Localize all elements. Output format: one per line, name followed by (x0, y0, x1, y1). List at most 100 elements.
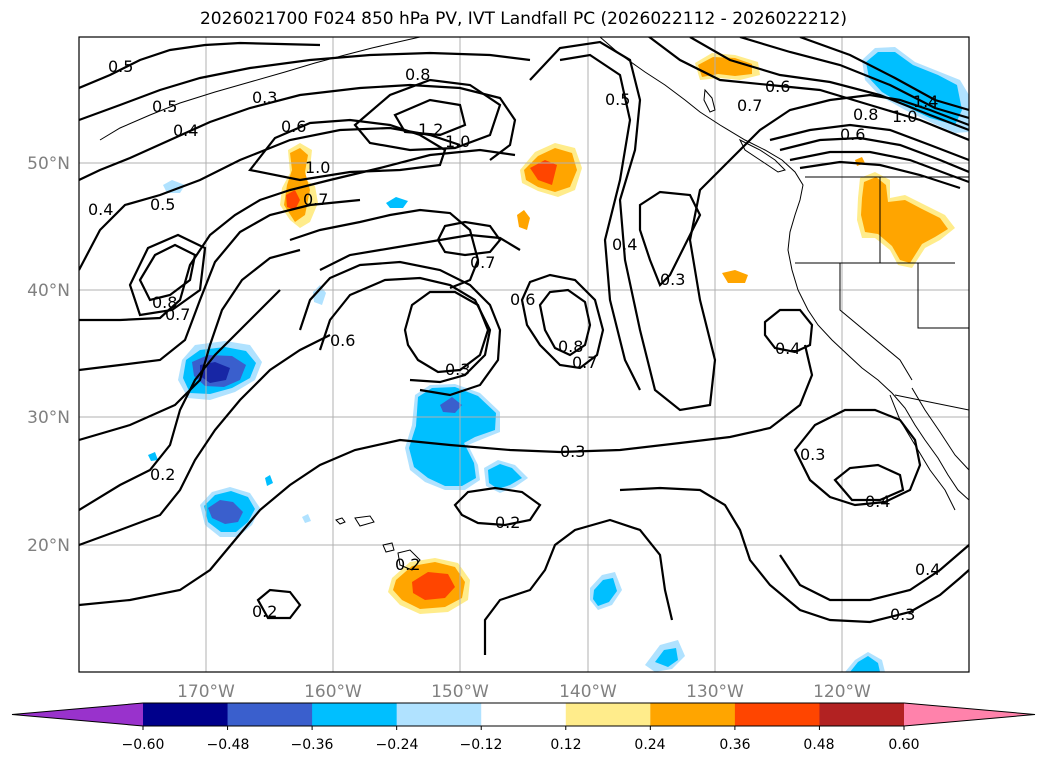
contour-label: 0.5 (605, 90, 630, 109)
contour-label: 0.6 (765, 77, 790, 96)
colorbar-tick-label: −0.60 (122, 737, 165, 753)
contour-label: 0.2 (395, 555, 420, 574)
positive-anomaly-area (530, 160, 557, 185)
baja-peninsula (889, 394, 956, 511)
contour-label: 1.2 (418, 120, 443, 139)
border-california-nevada (839, 263, 913, 381)
negative-anomaly-area (409, 387, 496, 486)
longitude-labels: 170°W 160°W 150°W 140°W 130°W 120°W (177, 682, 871, 702)
colorbar-tick-label: 0.12 (550, 737, 581, 753)
contour-label: 0.7 (572, 353, 597, 372)
colorbar-labels: −0.60 −0.48 −0.36 −0.24 −0.12 0.12 0.24 … (122, 737, 920, 753)
contour-label: 0.6 (510, 290, 535, 309)
contour-label: 0.4 (88, 200, 113, 219)
negative-anomaly-area (148, 452, 158, 461)
hawaiian-islands (335, 515, 421, 571)
colorbar-segment (481, 703, 567, 726)
negative-anomaly-area (302, 514, 311, 523)
positive-anomaly-area (412, 572, 455, 600)
contour-label: 0.6 (840, 125, 865, 144)
contour-labels: 0.5 0.5 0.3 0.4 0.6 0.8 1.2 1.0 1.0 0.7 … (88, 57, 940, 624)
contour-label: 0.3 (252, 88, 277, 107)
contour-label: 0.3 (890, 605, 915, 624)
colorbar-extend-high (904, 703, 1035, 726)
colorbar-segment (227, 703, 313, 726)
lon-label-140w: 140°W (559, 682, 617, 702)
haida-gwaii (703, 88, 716, 113)
negative-anomaly-area (593, 578, 617, 606)
lon-label-150w: 150°W (431, 682, 489, 702)
negative-anomaly-area (200, 362, 230, 383)
contour-label: 1.0 (305, 158, 330, 177)
lon-label-160w: 160°W (304, 682, 362, 702)
colorbar-tick-label: 0.24 (634, 737, 665, 753)
map-frame (78, 36, 970, 673)
colorbar-tick-label: −0.48 (207, 737, 250, 753)
negative-anomaly-area (265, 475, 273, 486)
figure-title: 2026021700 F024 850 hPa PV, IVT Landfall… (199, 9, 847, 29)
positive-anomaly-area (722, 270, 748, 283)
contour-label: 0.4 (865, 492, 890, 511)
contour-label: 0.4 (612, 235, 637, 254)
contour-label: 0.4 (173, 121, 198, 140)
colorbar-tick-label: 0.48 (803, 737, 834, 753)
negative-anomaly-area (386, 197, 408, 208)
contour-label: 0.6 (281, 117, 306, 136)
colorbar-segment (143, 703, 229, 726)
negative-anomaly-area (163, 180, 185, 193)
border-idaho (917, 263, 969, 329)
gridlines (79, 37, 969, 672)
contour-label: 0.4 (915, 560, 940, 579)
coastlines (99, 37, 969, 571)
colorbar-segment (565, 703, 651, 726)
colorbar-extend-low (12, 703, 143, 726)
contour-label: 0.6 (330, 331, 355, 350)
positive-anomaly-area (861, 177, 948, 263)
border-us-mexico (894, 394, 969, 411)
latitude-labels: 50°N 40°N 30°N 20°N (27, 154, 70, 556)
vancouver-island (738, 138, 786, 173)
contour-label: 0.3 (445, 360, 470, 379)
gulf-of-california (911, 387, 969, 471)
colorbar-tick-label: −0.24 (376, 737, 419, 753)
colorbar-segment (650, 703, 736, 726)
lat-label-20n: 20°N (27, 536, 70, 556)
lon-label-120w: 120°W (813, 682, 871, 702)
colorbar-segment (734, 703, 820, 726)
contour-label: 0.7 (303, 190, 328, 209)
contour-label: 0.8 (152, 293, 177, 312)
contour-label: 0.8 (405, 65, 430, 84)
colorbar-tick-label: −0.36 (291, 737, 334, 753)
contour-label: 1.0 (445, 132, 470, 151)
lon-label-130w: 130°W (686, 682, 744, 702)
colorbar-segment (819, 703, 905, 726)
negative-anomaly-area (440, 397, 462, 413)
contour-label: 0.3 (660, 270, 685, 289)
contour-label: 0.2 (252, 602, 277, 621)
coastline-alaska (99, 37, 421, 141)
colorbar-segment (396, 703, 482, 726)
contour-label: 0.4 (775, 339, 800, 358)
colorbar-tick-label: 0.60 (888, 737, 919, 753)
colorbar-tick-label: 0.36 (719, 737, 750, 753)
contour-label: 1.0 (892, 107, 917, 126)
contour-label: 0.5 (150, 195, 175, 214)
lat-label-40n: 40°N (27, 281, 70, 301)
negative-anomaly-area (488, 464, 522, 489)
colorbar (11, 702, 1036, 730)
positive-anomaly-area (517, 210, 530, 230)
contour-label: 0.2 (495, 513, 520, 532)
negative-anomaly-area (655, 648, 678, 667)
lon-label-170w: 170°W (177, 682, 235, 702)
contour-label: 1.4 (913, 92, 938, 111)
contour-label: 0.3 (560, 442, 585, 461)
contour-lines (79, 37, 969, 655)
colorbar-tick-label: −0.12 (460, 737, 503, 753)
contour-label: 0.7 (737, 96, 762, 115)
lat-label-30n: 30°N (27, 408, 70, 428)
coastline-north-america (599, 37, 969, 501)
contour-label: 0.8 (558, 337, 583, 356)
contour-label: 0.2 (150, 465, 175, 484)
negative-anomaly-area (850, 656, 880, 672)
contour-label: 0.7 (165, 305, 190, 324)
